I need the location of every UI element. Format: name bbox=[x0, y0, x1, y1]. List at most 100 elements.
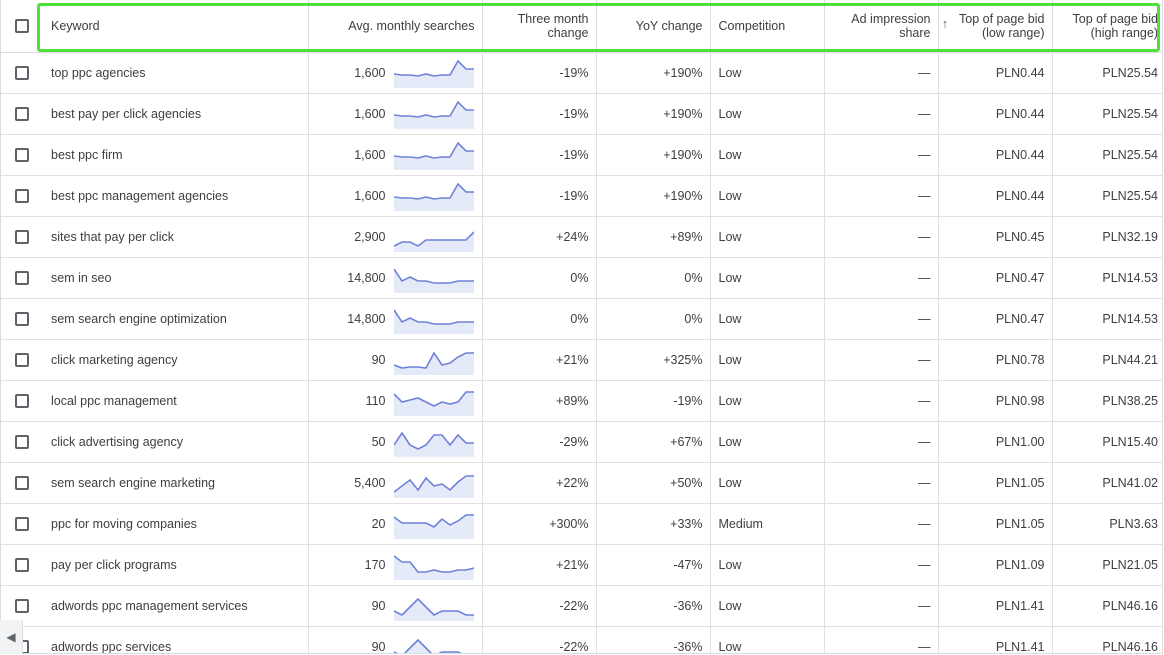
table-row[interactable]: sem in seo 14,800 0% 0% Low — PLN0.47 PL… bbox=[1, 257, 1162, 299]
ad-impression-cell: — bbox=[823, 380, 938, 422]
competition-cell: Low bbox=[709, 626, 824, 653]
competition-cell: Low bbox=[709, 93, 824, 135]
sparkline-area bbox=[393, 352, 474, 375]
row-checkbox[interactable] bbox=[15, 311, 29, 326]
table-row[interactable]: top ppc agencies 1,600 -19% +190% Low — … bbox=[1, 52, 1162, 94]
sparkline-line bbox=[393, 100, 474, 118]
ad-impression-cell: — bbox=[823, 216, 938, 258]
competition-cell: Low bbox=[709, 544, 824, 586]
row-checkbox-cell[interactable] bbox=[1, 257, 38, 299]
select-all-cell[interactable] bbox=[1, 0, 38, 53]
three-month-cell: +300% bbox=[481, 503, 596, 545]
select-all-checkbox[interactable] bbox=[15, 18, 29, 33]
row-checkbox[interactable] bbox=[15, 270, 29, 285]
row-checkbox-cell[interactable] bbox=[1, 134, 38, 176]
yoy-cell: +190% bbox=[595, 134, 710, 176]
table-row[interactable]: local ppc management 110 +89% -19% Low —… bbox=[1, 380, 1162, 422]
row-checkbox-cell[interactable] bbox=[1, 93, 38, 135]
trend-sparkline bbox=[393, 431, 474, 457]
table-row[interactable]: sites that pay per click 2,900 +24% +89%… bbox=[1, 216, 1162, 258]
scroll-left-button[interactable]: ◀ bbox=[0, 620, 23, 654]
row-checkbox-cell[interactable] bbox=[1, 544, 38, 586]
competition-cell: Low bbox=[709, 257, 824, 299]
competition-cell: Low bbox=[709, 585, 824, 627]
row-checkbox[interactable] bbox=[15, 516, 29, 531]
top-bid-high-cell: PLN14.53 bbox=[1051, 298, 1162, 340]
row-checkbox[interactable] bbox=[15, 598, 29, 613]
keyword-cell: pay per click programs bbox=[38, 544, 308, 586]
table-row[interactable]: ppc for moving companies 20 +300% +33% M… bbox=[1, 503, 1162, 545]
table-row[interactable]: sem search engine marketing 5,400 +22% +… bbox=[1, 462, 1162, 504]
table-row[interactable]: best ppc management agencies 1,600 -19% … bbox=[1, 175, 1162, 217]
row-checkbox-cell[interactable] bbox=[1, 175, 38, 217]
row-checkbox[interactable] bbox=[15, 106, 29, 121]
header-yoy-change[interactable]: YoY change bbox=[595, 0, 710, 53]
three-month-cell: -19% bbox=[481, 52, 596, 94]
trend-sparkline bbox=[393, 100, 474, 129]
table-row[interactable]: adwords ppc management services 90 -22% … bbox=[1, 585, 1162, 627]
table-row[interactable]: click marketing agency 90 +21% +325% Low… bbox=[1, 339, 1162, 381]
avg-monthly-value: 90 bbox=[371, 352, 386, 367]
table-row[interactable]: adwords ppc services 90 -22% -36% Low — … bbox=[1, 626, 1162, 653]
table-row[interactable]: pay per click programs 170 +21% -47% Low… bbox=[1, 544, 1162, 586]
sparkline-area bbox=[393, 598, 474, 621]
top-bid-high-cell: PLN38.25 bbox=[1051, 380, 1162, 422]
row-checkbox-cell[interactable] bbox=[1, 503, 38, 545]
row-checkbox[interactable] bbox=[15, 188, 29, 203]
row-checkbox[interactable] bbox=[15, 434, 29, 449]
header-top-bid-high[interactable]: Top of page bid (high range) bbox=[1051, 0, 1162, 53]
table-row[interactable]: best ppc firm 1,600 -19% +190% Low — PLN… bbox=[1, 134, 1162, 176]
table-row[interactable]: sem search engine optimization 14,800 0%… bbox=[1, 298, 1162, 340]
header-top-bid-low[interactable]: ↑ Top of page bid (low range) bbox=[937, 0, 1052, 53]
trend-sparkline bbox=[393, 474, 474, 498]
sparkline-line bbox=[393, 268, 474, 284]
top-bid-low-cell: PLN0.47 bbox=[937, 298, 1052, 340]
top-bid-high-cell: PLN25.54 bbox=[1051, 175, 1162, 217]
arrow-up-icon[interactable]: ↑ bbox=[941, 15, 949, 31]
header-ad-impression-share[interactable]: Ad impression share bbox=[823, 0, 938, 53]
row-checkbox[interactable] bbox=[15, 475, 29, 490]
trend-sparkline bbox=[393, 182, 474, 211]
top-bid-low-cell: PLN0.44 bbox=[937, 52, 1052, 94]
three-month-cell: -22% bbox=[481, 585, 596, 627]
row-checkbox-cell[interactable] bbox=[1, 462, 38, 504]
row-checkbox-cell[interactable] bbox=[1, 52, 38, 94]
trend-sparkline bbox=[393, 390, 474, 416]
row-checkbox[interactable] bbox=[15, 557, 29, 572]
trend-sparkline bbox=[393, 597, 474, 621]
top-bid-low-cell: PLN0.44 bbox=[937, 93, 1052, 135]
ad-impression-cell: — bbox=[823, 503, 938, 545]
row-checkbox-cell[interactable] bbox=[1, 421, 38, 463]
row-checkbox-cell[interactable] bbox=[1, 216, 38, 258]
row-checkbox[interactable] bbox=[15, 229, 29, 244]
row-checkbox[interactable] bbox=[15, 352, 29, 367]
row-checkbox-cell[interactable] bbox=[1, 339, 38, 381]
table-row[interactable]: best pay per click agencies 1,600 -19% +… bbox=[1, 93, 1162, 135]
yoy-cell: 0% bbox=[595, 298, 710, 340]
sparkline-line bbox=[393, 141, 474, 159]
table-row[interactable]: click advertising agency 50 -29% +67% Lo… bbox=[1, 421, 1162, 463]
row-checkbox[interactable] bbox=[15, 65, 29, 80]
three-month-cell: -29% bbox=[481, 421, 596, 463]
top-bid-low-cell: PLN0.47 bbox=[937, 257, 1052, 299]
header-competition[interactable]: Competition bbox=[709, 0, 824, 53]
sparkline-area bbox=[393, 101, 474, 129]
three-month-cell: +89% bbox=[481, 380, 596, 422]
header-keyword[interactable]: Keyword bbox=[38, 0, 308, 53]
sparkline-line bbox=[393, 350, 474, 369]
avg-monthly-cell: 20 bbox=[307, 503, 482, 545]
header-three-month-change[interactable]: Three month change bbox=[481, 0, 596, 53]
keyword-cell: best ppc management agencies bbox=[38, 175, 308, 217]
row-checkbox[interactable] bbox=[15, 393, 29, 408]
sparkline-line bbox=[393, 513, 474, 528]
row-checkbox-cell[interactable] bbox=[1, 380, 38, 422]
row-checkbox[interactable] bbox=[15, 147, 29, 162]
keyword-cell: adwords ppc services bbox=[38, 626, 308, 653]
three-month-cell: 0% bbox=[481, 298, 596, 340]
ad-impression-cell: — bbox=[823, 421, 938, 463]
header-avg-monthly-searches[interactable]: Avg. monthly searches bbox=[307, 0, 482, 53]
row-checkbox-cell[interactable] bbox=[1, 298, 38, 340]
avg-monthly-value: 110 bbox=[365, 393, 386, 408]
sparkline-area bbox=[393, 60, 474, 88]
